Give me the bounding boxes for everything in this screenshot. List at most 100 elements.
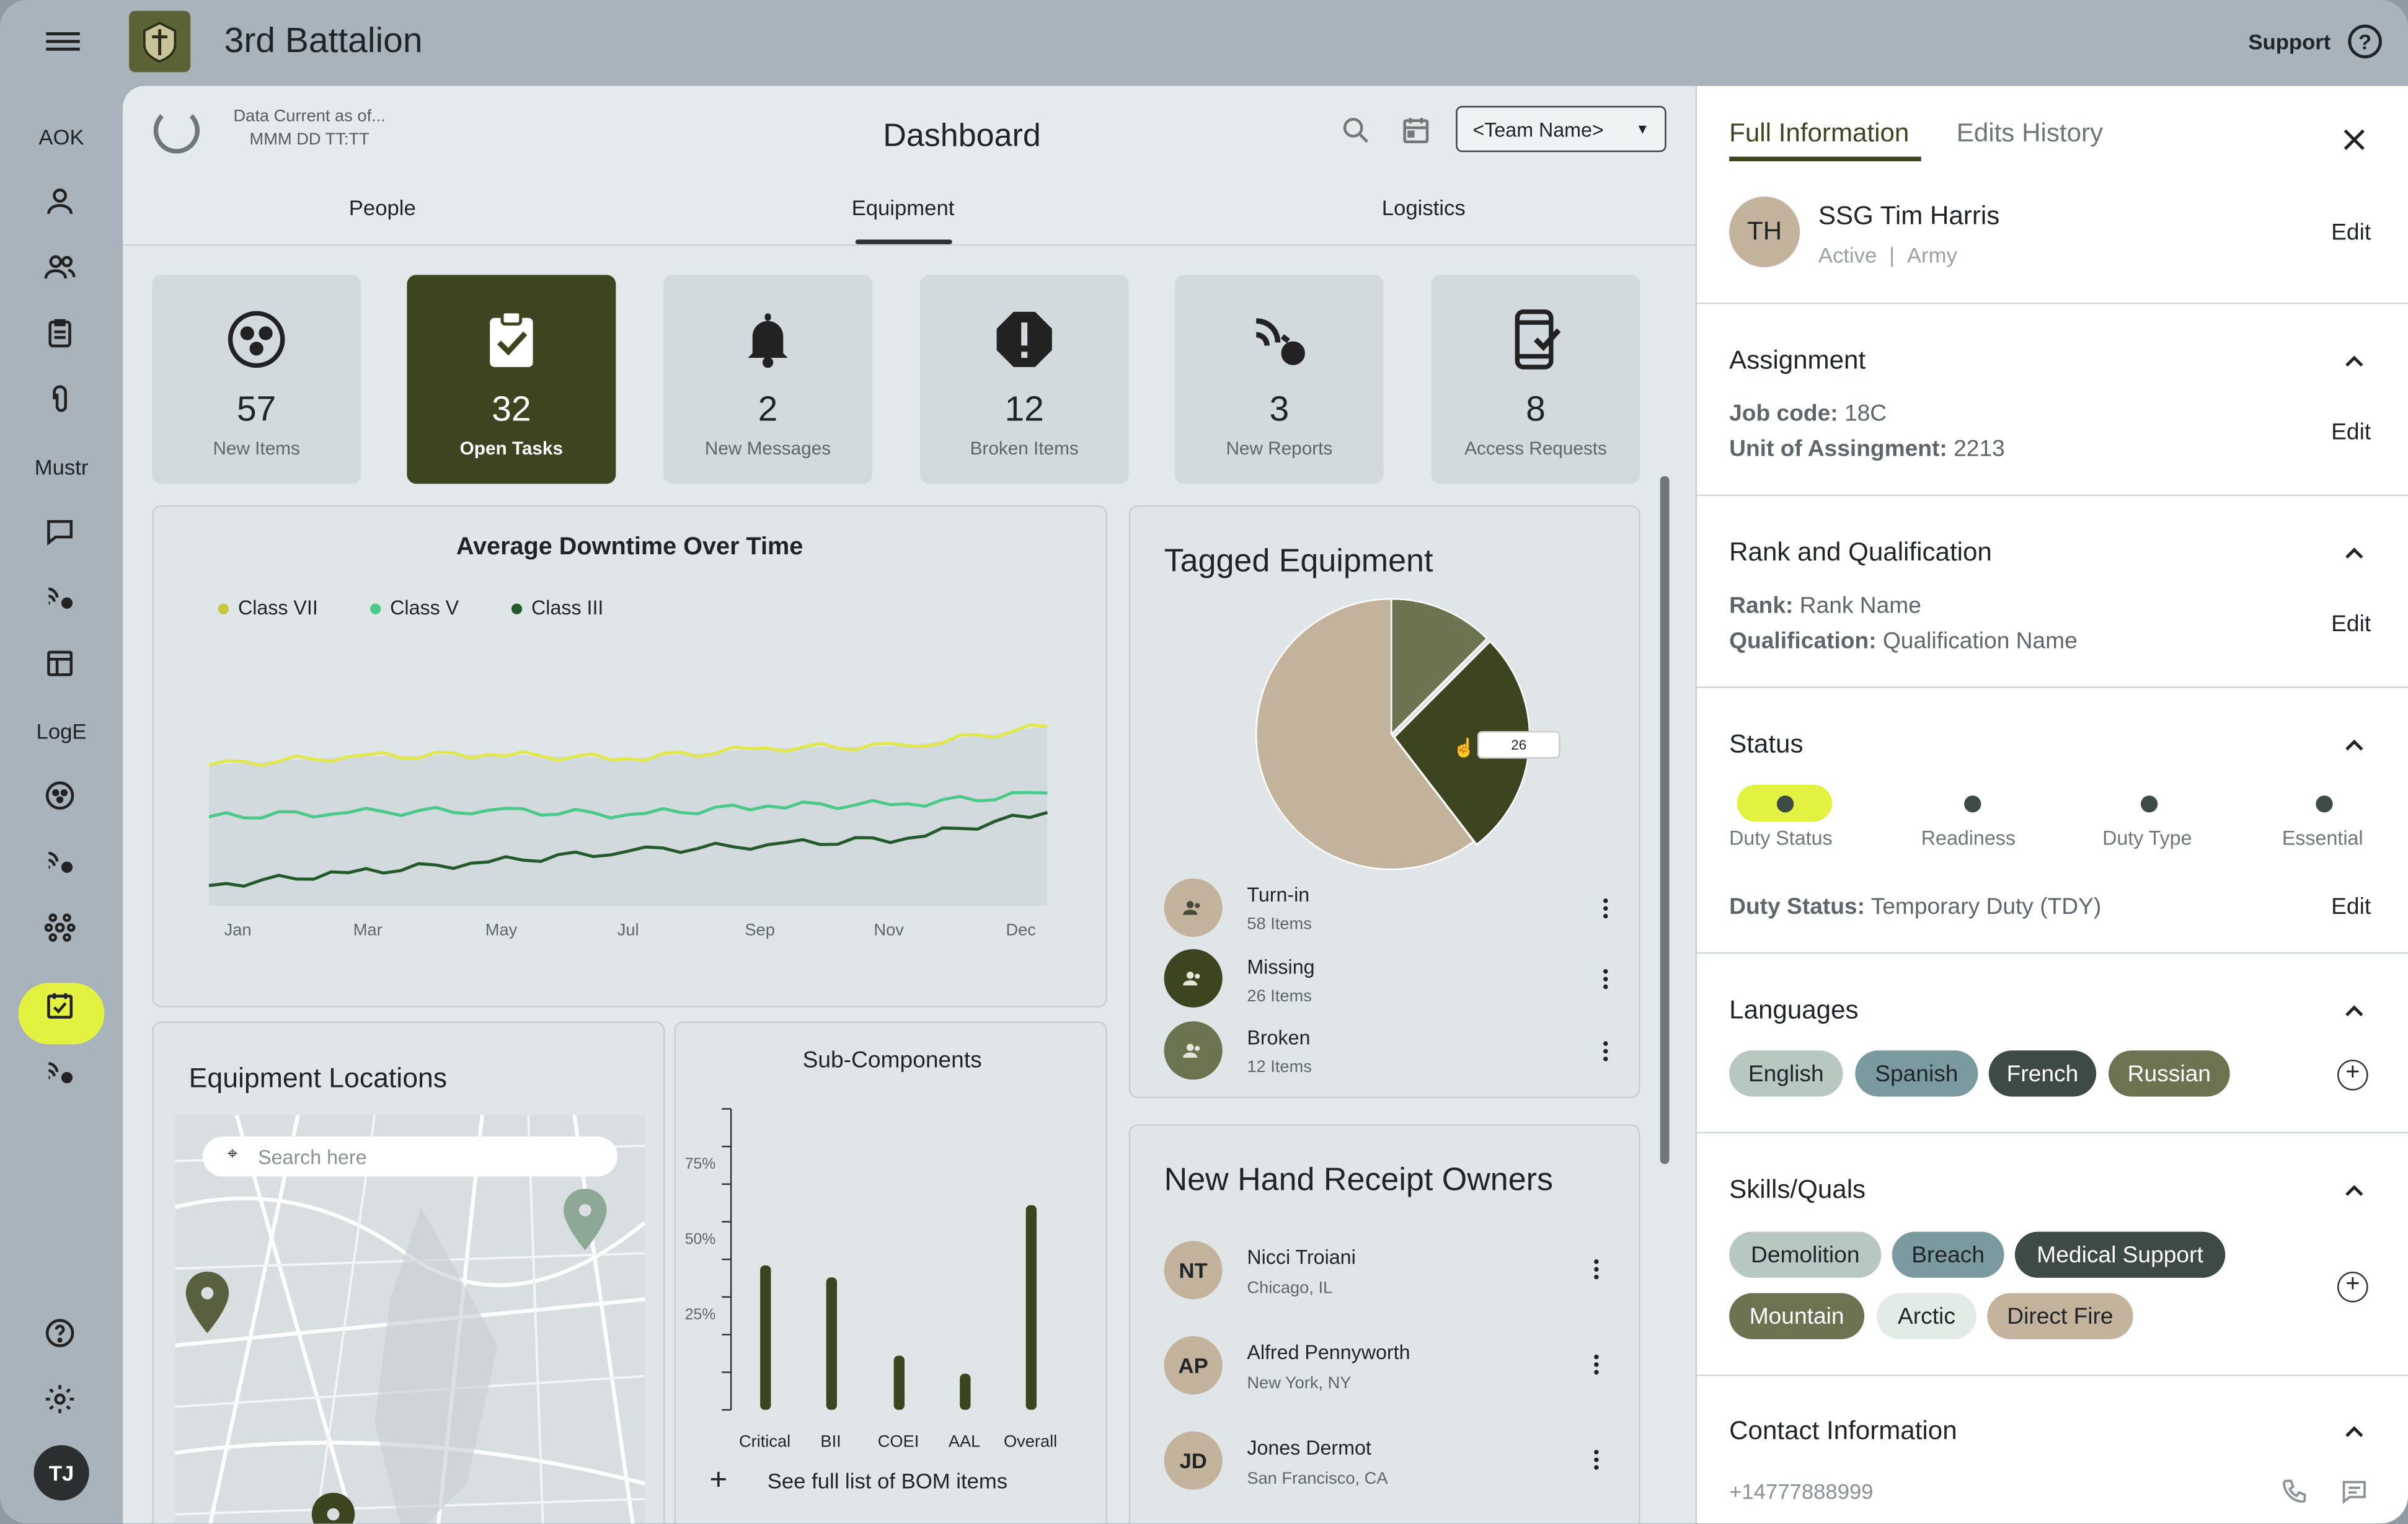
skill-chip[interactable]: Direct Fire [1987, 1293, 2133, 1339]
status-indicator [2316, 795, 2332, 812]
top-bar: 3rd Battalion Support ? [0, 0, 2408, 86]
skills-title: Skills/Quals [1729, 1175, 1866, 1206]
kpi-value: 8 [1432, 389, 1640, 430]
bar-overall [1026, 1205, 1037, 1410]
bar-aal [960, 1374, 970, 1410]
user-avatar[interactable]: TJ [33, 1445, 89, 1500]
edit-rank-button[interactable]: Edit [2331, 611, 2371, 637]
tagged-item-label: Missing [1247, 955, 1314, 978]
add-language-icon[interactable]: + [2337, 1060, 2368, 1091]
team-select[interactable]: <Team Name> ▼ [1456, 106, 1666, 152]
dashboard-header: Data Current as of... MMM DD TT:TT Dashb… [123, 86, 1695, 246]
kpi-label: New Reports [1175, 438, 1384, 459]
map[interactable]: ⌖ Search here [175, 1115, 645, 1523]
chevron-up-icon[interactable] [2344, 350, 2365, 372]
person-icon[interactable] [40, 181, 79, 221]
skill-chip[interactable]: Mountain [1729, 1293, 1864, 1339]
table-icon[interactable] [40, 644, 79, 683]
skill-chip[interactable]: Breach [1892, 1232, 2004, 1278]
add-skill-icon[interactable]: + [2337, 1272, 2368, 1303]
signal-person-icon-2[interactable] [40, 841, 79, 881]
edit-profile-button[interactable]: Edit [2331, 219, 2371, 246]
gear-icon[interactable] [40, 1379, 79, 1419]
attachment-icon[interactable] [40, 379, 79, 419]
tab-people[interactable]: People [267, 195, 498, 220]
kpi-broken-items[interactable]: 12 Broken Items [920, 275, 1129, 484]
profile-avatar: TH [1729, 197, 1800, 267]
edit-assignment-button[interactable]: Edit [2331, 419, 2371, 445]
kpi-new-reports[interactable]: 3 New Reports [1175, 275, 1384, 484]
map-marker-icon[interactable] [562, 1189, 608, 1250]
languages-title: Languages [1729, 995, 1858, 1026]
broken-avatar-icon [1164, 1021, 1223, 1079]
x-tick-label: Critical [739, 1431, 790, 1450]
sub-components-panel: Sub-Components 75% 50% 25% Critical BII COEI A… [674, 1021, 1107, 1523]
map-search-input[interactable]: ⌖ Search here [203, 1136, 617, 1176]
search-icon[interactable] [1339, 113, 1373, 147]
tab-full-information[interactable]: Full Information [1729, 118, 1909, 149]
tagged-item-count: 58 Items [1247, 915, 1312, 934]
dots-circle-icon[interactable] [40, 776, 79, 815]
phone-icon[interactable] [2280, 1477, 2308, 1505]
help-circle-icon[interactable] [40, 1313, 79, 1353]
language-chip[interactable]: French [1989, 1050, 2096, 1096]
chevron-up-icon[interactable] [2344, 1000, 2365, 1022]
x-tick: Mar [353, 921, 383, 940]
skill-chip[interactable]: Medical Support [2015, 1232, 2225, 1278]
message-icon[interactable] [2339, 1477, 2370, 1505]
more-options-icon[interactable] [1600, 1040, 1609, 1065]
bom-link[interactable]: + See full list of BOM items [709, 1468, 1007, 1493]
task-check-icon[interactable] [40, 986, 79, 1026]
tab-logistics[interactable]: Logistics [1308, 195, 1539, 220]
group-icon[interactable] [40, 247, 79, 287]
more-options-icon[interactable] [1591, 1448, 1600, 1473]
tab-equipment[interactable]: Equipment [788, 195, 1019, 220]
kpi-access-requests[interactable]: 8 Access Requests [1432, 275, 1640, 484]
signal-person-icon-3[interactable] [40, 1052, 79, 1092]
map-marker-icon[interactable] [184, 1272, 230, 1333]
assignment-section: Assignment Job code: 18C Unit of Assingm… [1697, 304, 2408, 496]
signal-person-icon[interactable] [40, 577, 79, 617]
skill-chip[interactable]: Demolition [1729, 1232, 1881, 1278]
kpi-new-items[interactable]: 57 New Items [152, 275, 361, 484]
clipboard-icon[interactable] [40, 313, 79, 353]
map-marker-icon[interactable] [310, 1493, 356, 1524]
language-chip[interactable]: Russian [2109, 1050, 2230, 1096]
more-options-icon[interactable] [1600, 968, 1609, 993]
sidebar-section-mustr: Mustr [0, 454, 123, 479]
dots-circle-icon [226, 309, 287, 370]
calendar-icon[interactable] [1399, 113, 1433, 147]
menu-icon[interactable] [46, 28, 79, 56]
more-options-icon[interactable] [1591, 1258, 1600, 1283]
chevron-up-icon[interactable] [2344, 1420, 2365, 1442]
chevron-up-icon[interactable] [2344, 542, 2365, 564]
network-icon[interactable] [40, 908, 79, 947]
chevron-up-icon[interactable] [2344, 1179, 2365, 1201]
tab-edits-history[interactable]: Edits History [1957, 118, 2103, 149]
page-title: Dashboard [883, 118, 1040, 155]
kpi-label: Broken Items [920, 438, 1129, 459]
language-chip[interactable]: English [1729, 1050, 1843, 1096]
more-options-icon[interactable] [1591, 1353, 1600, 1378]
help-icon[interactable]: ? [2348, 25, 2381, 58]
owner-name: Jones Dermot [1247, 1436, 1371, 1459]
more-options-icon[interactable] [1600, 897, 1609, 922]
owner-location: New York, NY [1247, 1375, 1351, 1393]
edit-status-button[interactable]: Edit [2331, 894, 2371, 920]
qualification-line: Qualification: Qualification Name [1729, 628, 2078, 654]
contact-phone: +14777888999 [1729, 1479, 1873, 1504]
owner-avatar: JD [1164, 1432, 1223, 1490]
skill-chip[interactable]: Arctic [1877, 1293, 1976, 1339]
language-chip[interactable]: Spanish [1855, 1050, 1978, 1096]
main-scrollbar[interactable] [1660, 476, 1670, 1164]
kpi-new-messages[interactable]: 2 New Messages [663, 275, 872, 484]
tagged-item-count: 26 Items [1247, 988, 1312, 1006]
kpi-open-tasks[interactable]: 32 Open Tasks [407, 275, 616, 484]
status-indicator [1964, 795, 1981, 812]
chevron-up-icon[interactable] [2344, 734, 2365, 756]
close-icon[interactable] [2342, 128, 2366, 153]
x-tick: Sep [745, 921, 774, 940]
x-tick-label: BII [820, 1431, 841, 1450]
support-link[interactable]: Support [2248, 29, 2331, 54]
chat-icon[interactable] [40, 512, 79, 551]
